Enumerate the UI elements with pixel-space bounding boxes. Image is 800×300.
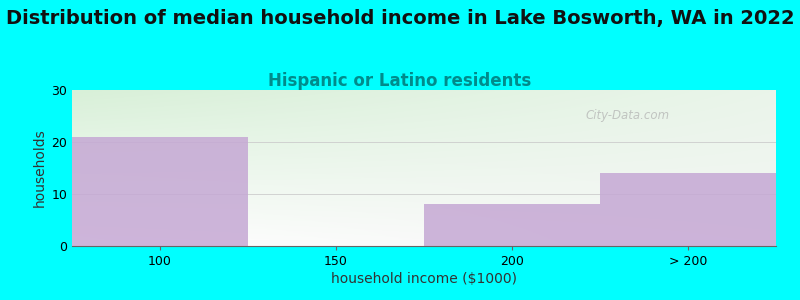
Text: City-Data.com: City-Data.com — [586, 109, 670, 122]
Bar — [424, 204, 600, 246]
Text: Distribution of median household income in Lake Bosworth, WA in 2022: Distribution of median household income … — [6, 9, 794, 28]
Text: Hispanic or Latino residents: Hispanic or Latino residents — [268, 72, 532, 90]
Bar — [72, 137, 248, 246]
Bar — [600, 173, 776, 246]
Y-axis label: households: households — [33, 129, 47, 207]
X-axis label: household income ($1000): household income ($1000) — [331, 272, 517, 286]
